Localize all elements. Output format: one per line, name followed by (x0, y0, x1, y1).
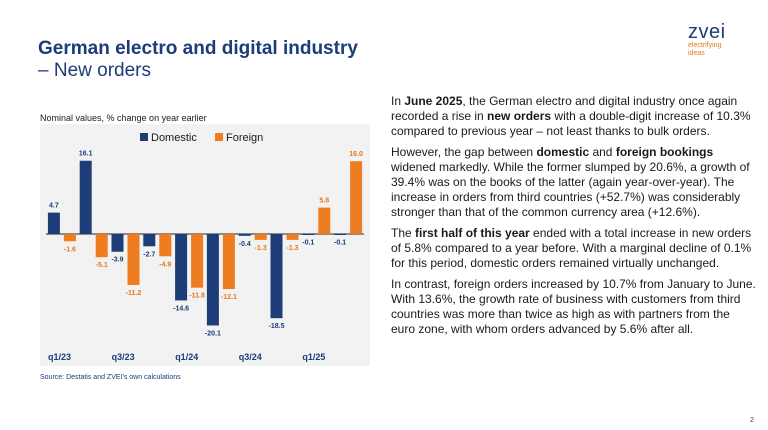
bar-domestic-8 (270, 234, 283, 319)
text-run: and (589, 145, 616, 159)
paragraph-2: However, the gap between domestic and fo… (391, 145, 756, 220)
text-run: foreign bookings (615, 145, 714, 159)
logo-wordmark: zvei (688, 21, 726, 43)
bar-foreign-9 (318, 207, 331, 234)
data-label-domestic-9: -0.1 (302, 239, 314, 246)
data-label-domestic-2: 16.1 (79, 151, 93, 158)
legend-label-foreign: Foreign (226, 132, 263, 144)
zvei-logo: zvei electrifying ideas (688, 22, 726, 58)
x-tick-label-5: q1/24 (175, 352, 198, 362)
x-tick-label-9: q1/25 (302, 352, 325, 362)
bar-foreign-1 (63, 234, 76, 242)
text-run: In (391, 94, 405, 108)
chart-source: Source: Destatis and ZVEI's own calculat… (40, 374, 181, 381)
data-label-foreign-6: -12.1 (221, 294, 237, 301)
data-label-foreign-1: -1.6 (64, 246, 76, 253)
chart-subtitle: Nominal values, % change on year earlier (40, 113, 207, 123)
bar-domestic-5 (175, 234, 188, 301)
bar-domestic-10 (334, 234, 347, 235)
data-label-domestic-6: -20.1 (205, 330, 221, 337)
legend-swatch-foreign (215, 133, 223, 141)
slide-title: German electro and digital industry – Ne… (38, 38, 358, 82)
text-run: ended with a total increase in new order… (391, 226, 752, 270)
bar-foreign-5 (191, 234, 204, 288)
logo-tagline-2: ideas (688, 50, 705, 57)
bar-domestic-6 (206, 234, 219, 326)
logo-tagline-1: electrifying (688, 42, 722, 49)
x-tick-label-1: q1/23 (48, 352, 71, 362)
data-label-foreign-3: -11.2 (126, 290, 142, 297)
x-tick-label-7: q3/24 (239, 352, 262, 362)
data-label-domestic-1: 4.7 (49, 203, 59, 210)
text-run: June 2025 (404, 94, 463, 108)
text-run: with a double-digit increase of 10.3% co… (391, 109, 751, 138)
bar-foreign-4 (159, 234, 172, 257)
data-label-foreign-9: 5.8 (319, 198, 329, 205)
text-run: first half of this year (415, 226, 530, 240)
data-label-domestic-7: -0.4 (239, 241, 251, 248)
bar-foreign-10 (350, 161, 363, 234)
x-tick-label-3: q3/23 (112, 352, 135, 362)
bar-domestic-1 (47, 212, 60, 234)
data-label-foreign-2: -5.1 (96, 262, 108, 269)
data-label-domestic-3: -3.9 (111, 257, 123, 264)
text-run: , the German electro and digital industr… (391, 94, 738, 123)
data-label-foreign-10: 16.0 (349, 151, 363, 158)
legend-swatch-domestic (140, 133, 148, 141)
data-label-foreign-4: -4.9 (159, 261, 171, 268)
bar-foreign-2 (95, 234, 108, 258)
paragraph-3: The first half of this year ended with a… (391, 226, 756, 271)
bar-domestic-4 (143, 234, 156, 247)
text-run: domestic (536, 145, 590, 159)
title-line-1: German electro and digital industry (38, 38, 358, 59)
text-run: In contrast, foreign orders increased by… (391, 277, 756, 336)
bar-domestic-3 (111, 234, 124, 252)
data-label-domestic-10: -0.1 (334, 239, 346, 246)
data-label-foreign-8: -1.3 (286, 245, 298, 252)
data-label-domestic-5: -14.6 (173, 305, 189, 312)
bar-foreign-6 (222, 234, 235, 290)
text-run: The (391, 226, 416, 240)
bar-foreign-8 (286, 234, 299, 240)
data-label-foreign-5: -11.8 (189, 293, 205, 300)
bar-foreign-3 (127, 234, 140, 285)
data-label-foreign-7: -1.3 (255, 245, 267, 252)
legend-label-domestic: Domestic (151, 132, 197, 144)
paragraph-4: In contrast, foreign orders increased by… (391, 277, 756, 337)
data-label-domestic-4: -2.7 (143, 251, 155, 258)
chart-area: Domestic Foreign 4.7 16.1 -3.9 -2.7 -14.6 -20.1… (40, 124, 370, 366)
commentary-text: In June 2025, the German electro and dig… (391, 94, 756, 343)
paragraph-1: In June 2025, the German electro and dig… (391, 94, 756, 139)
bar-domestic-7 (238, 234, 251, 236)
bar-chart: Domestic Foreign 4.7 16.1 -3.9 -2.7 -14.6 -20.1… (46, 132, 364, 362)
bar-domestic-9 (302, 234, 315, 235)
text-run: widened markedly. While the former slump… (391, 160, 750, 219)
page-number: 2 (750, 417, 754, 424)
title-line-2: – New orders (38, 60, 151, 81)
bar-foreign-7 (254, 234, 267, 240)
bar-domestic-2 (79, 160, 92, 234)
text-run: new orders (487, 109, 552, 123)
text-run: However, the gap between (391, 145, 537, 159)
data-label-domestic-8: -18.5 (269, 323, 285, 330)
